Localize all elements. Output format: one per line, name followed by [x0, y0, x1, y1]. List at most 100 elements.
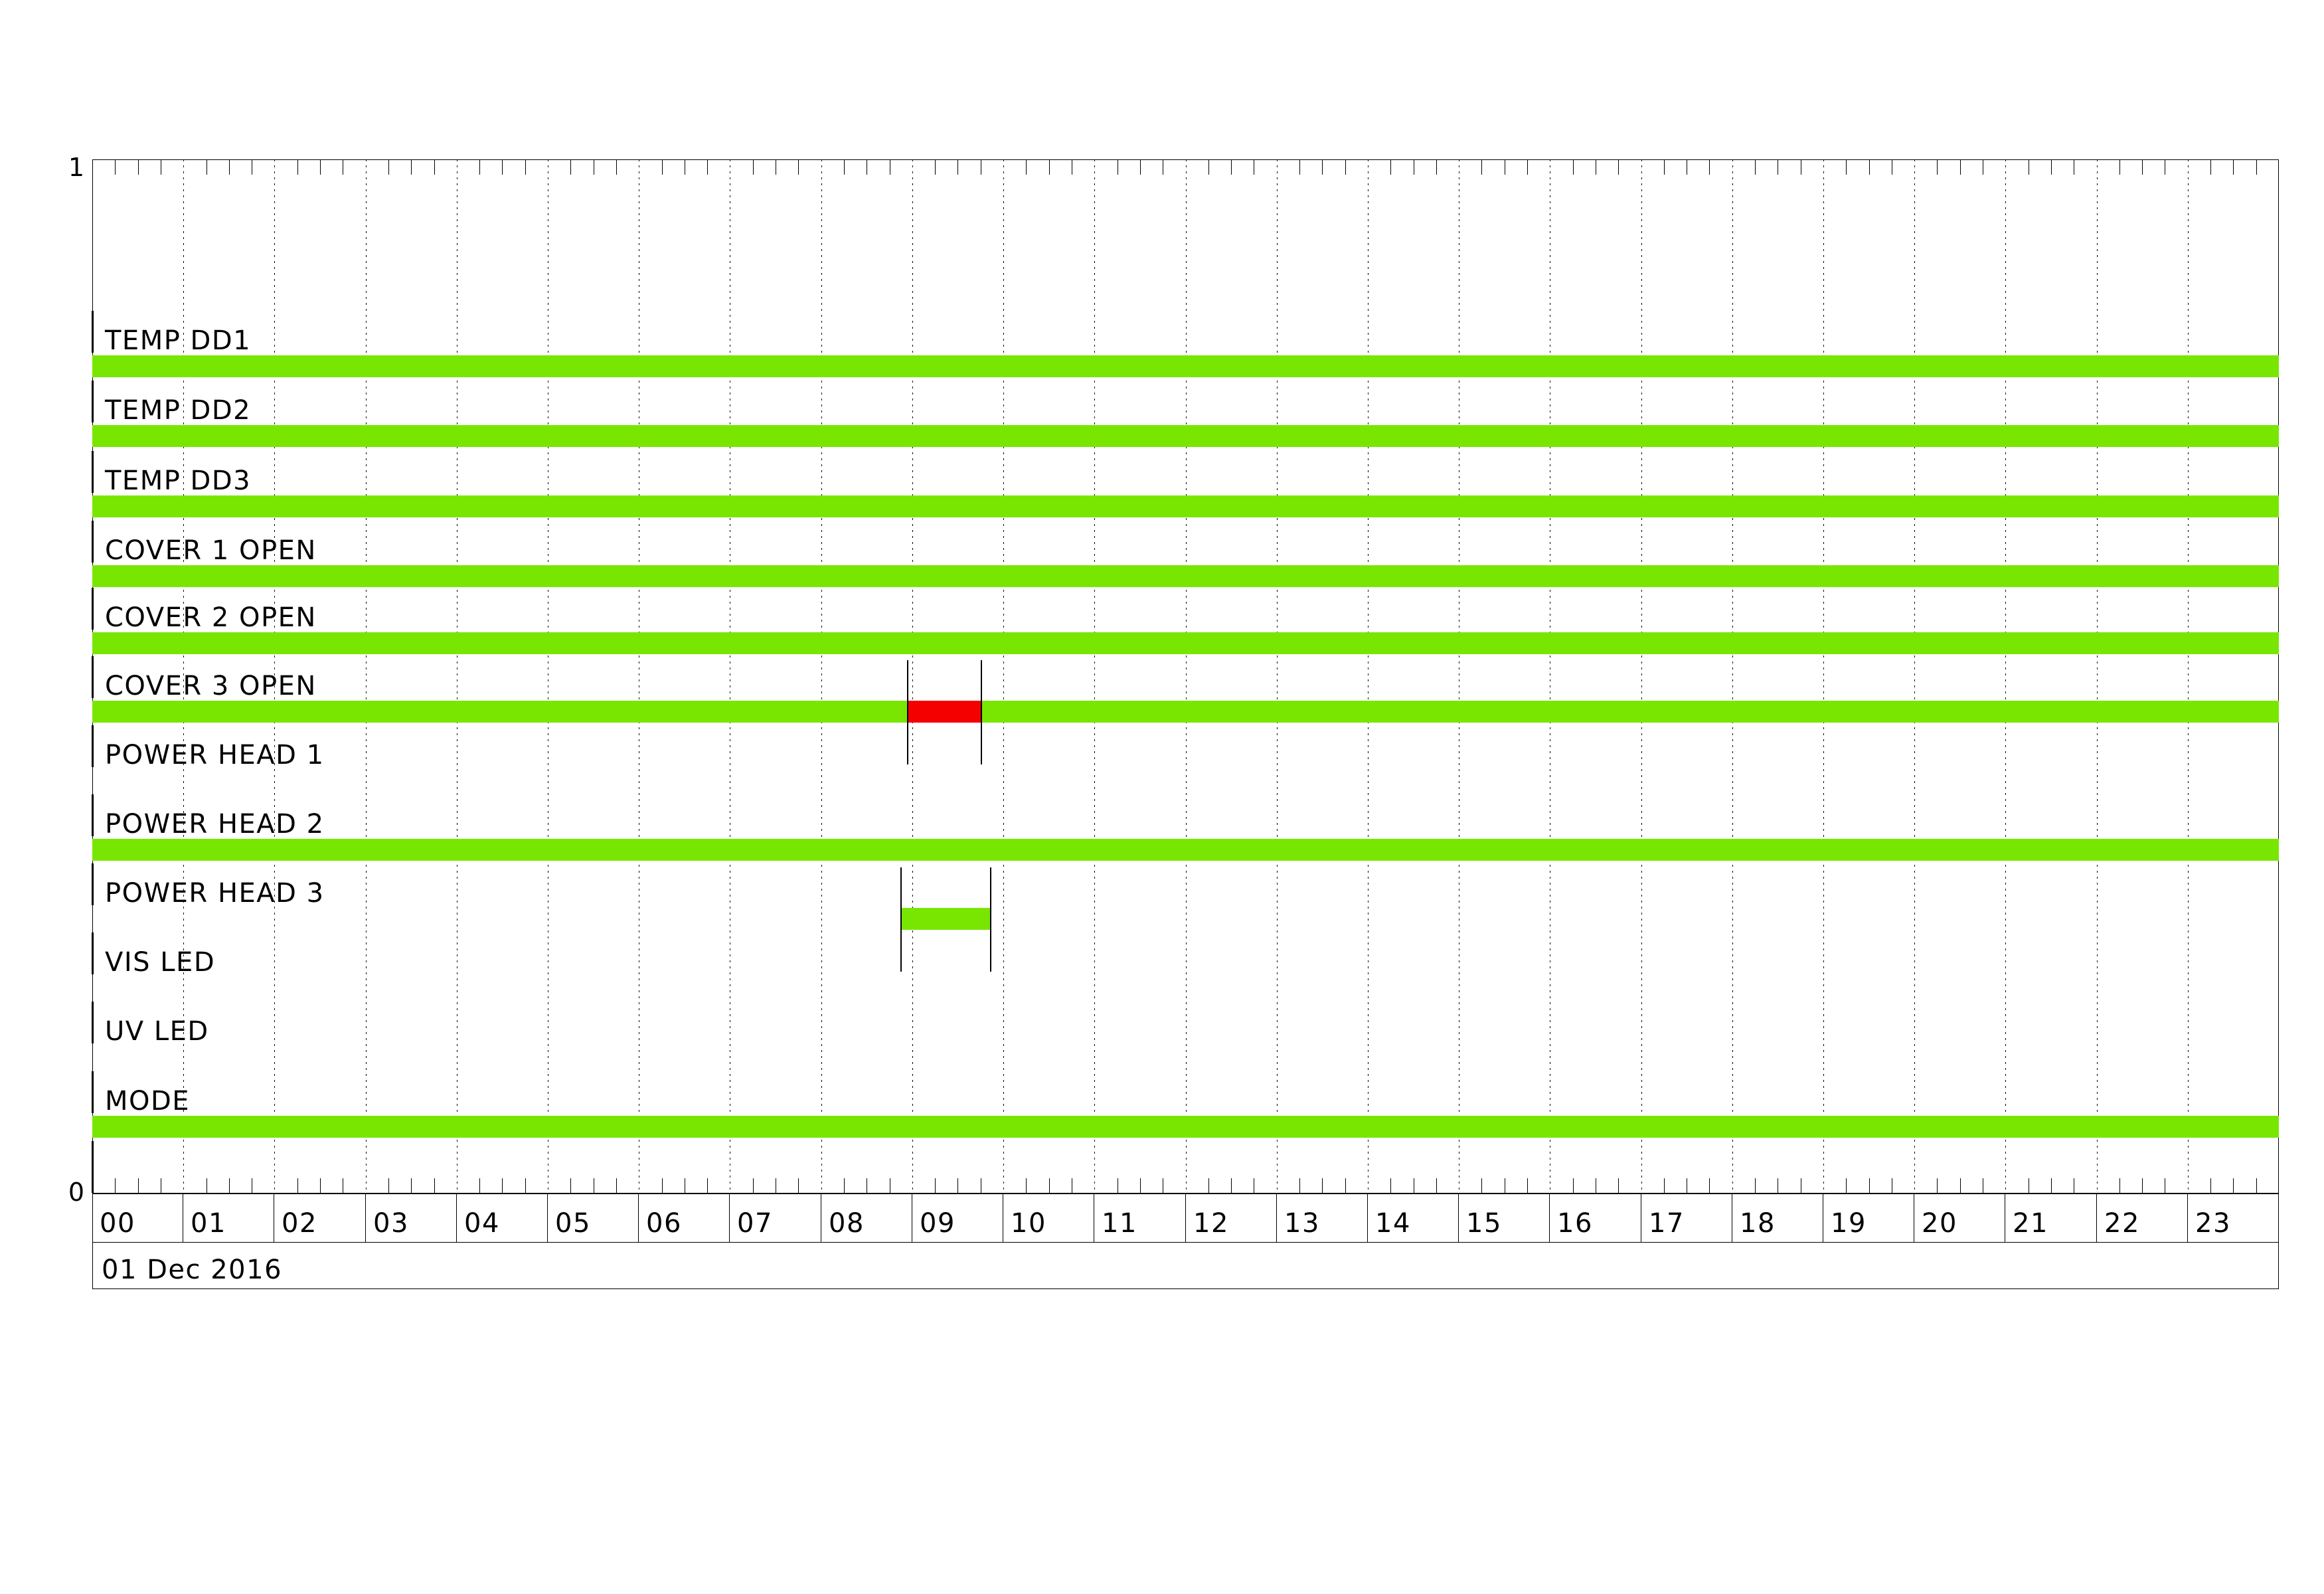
quarter-hour-tick-bottom: [1345, 1178, 1346, 1193]
hour-axis-strip: 00 01 02 03 04 05 06 07 08 09 10 11 12 13 14 15 16 17 18 19…: [92, 1194, 2279, 1243]
quarter-hour-tick-bottom: [2119, 1178, 2120, 1193]
quarter-hour-tick-top: [229, 160, 230, 175]
hour-label: 02: [282, 1208, 317, 1239]
hour-cell-separator: [2096, 1194, 2097, 1243]
status-bar-segment: [92, 425, 2279, 447]
status-bar-segment: [908, 701, 982, 723]
event-marker-line: [989, 867, 991, 972]
quarter-hour-tick-bottom: [411, 1178, 412, 1193]
quarter-hour-tick-top: [616, 160, 617, 175]
row-label: COVER 2 OPEN: [105, 602, 317, 633]
hour-gridline: [2188, 159, 2189, 1194]
quarter-hour-tick-bottom: [297, 1178, 298, 1193]
hour-gridline: [912, 159, 913, 1194]
hour-label: 12: [1193, 1208, 1229, 1239]
status-bar-segment: [901, 908, 991, 930]
quarter-hour-tick-bottom: [525, 1178, 526, 1193]
hour-label: 18: [1740, 1208, 1776, 1239]
quarter-hour-tick-top: [2119, 160, 2120, 175]
hour-strip-bottom-line: [92, 1242, 2279, 1243]
hour-label: 13: [1284, 1208, 1320, 1239]
hour-gridline: [274, 159, 275, 1194]
plot-border-right: [2278, 159, 2279, 1194]
quarter-hour-tick-bottom: [1481, 1178, 1482, 1193]
quarter-hour-tick-top: [502, 160, 503, 175]
hour-gridline: [1186, 159, 1187, 1194]
hour-cell-separator: [92, 1194, 93, 1243]
hour-label: 14: [1375, 1208, 1411, 1239]
hour-cell-separator: [365, 1194, 366, 1243]
quarter-hour-tick-top: [1937, 160, 1938, 175]
row-axis-mark: [92, 656, 94, 698]
quarter-hour-tick-bottom: [616, 1178, 617, 1193]
quarter-hour-tick-top: [844, 160, 845, 175]
quarter-hour-tick-bottom: [1846, 1178, 1847, 1193]
quarter-hour-tick-top: [1231, 160, 1232, 175]
y-axis-bottom-label: 0: [68, 1178, 84, 1207]
hour-cell-separator: [1549, 1194, 1550, 1243]
quarter-hour-tick-top: [935, 160, 936, 175]
row-axis-mark: [92, 381, 94, 422]
quarter-hour-tick-top: [1436, 160, 1437, 175]
plot-border-top: [92, 159, 2279, 160]
hour-label: 04: [464, 1208, 500, 1239]
quarter-hour-tick-top: [297, 160, 298, 175]
event-marker-line: [981, 660, 983, 764]
row-axis-mark: [92, 1071, 94, 1113]
hour-label: 15: [1466, 1208, 1502, 1239]
hour-label: 03: [373, 1208, 409, 1239]
quarter-hour-tick-bottom: [1664, 1178, 1665, 1193]
row-label: POWER HEAD 1: [105, 740, 325, 770]
quarter-hour-tick-top: [2233, 160, 2234, 175]
row-label: COVER 1 OPEN: [105, 535, 317, 566]
quarter-hour-tick-bottom: [662, 1178, 663, 1193]
quarter-hour-tick-top: [662, 160, 663, 175]
quarter-hour-tick-top: [2210, 160, 2211, 175]
quarter-hour-tick-bottom: [753, 1178, 754, 1193]
hour-cell-separator: [1276, 1194, 1277, 1243]
quarter-hour-tick-top: [1026, 160, 1027, 175]
hour-gridline: [1094, 159, 1095, 1194]
row-label: VIS LED: [105, 947, 216, 978]
row-axis-mark: [92, 521, 94, 563]
hour-cell-separator: [1458, 1194, 1459, 1243]
hour-gridline: [2097, 159, 2098, 1194]
time-axis-line: [92, 1193, 2279, 1194]
quarter-hour-tick-top: [434, 160, 435, 175]
status-bar-segment: [92, 839, 2279, 861]
row-label: COVER 3 OPEN: [105, 671, 317, 701]
quarter-hour-tick-bottom: [707, 1178, 708, 1193]
hour-label: 10: [1011, 1208, 1046, 1239]
hour-label: 00: [100, 1208, 135, 1239]
row-axis-mark: [92, 588, 94, 630]
hour-label: 21: [2013, 1208, 2048, 1239]
row-label: POWER HEAD 2: [105, 809, 325, 840]
quarter-hour-tick-top: [525, 160, 526, 175]
hour-cell-separator: [456, 1194, 457, 1243]
status-bar-segment: [92, 632, 2279, 654]
row-label: TEMP DD1: [105, 325, 252, 356]
hour-cell-separator: [2278, 1194, 2279, 1243]
quarter-hour-tick-top: [753, 160, 754, 175]
hour-label: 17: [1649, 1208, 1685, 1239]
date-label: 01 Dec 2016: [102, 1255, 283, 1285]
quarter-hour-tick-bottom: [1026, 1178, 1027, 1193]
hour-label: 08: [829, 1208, 865, 1239]
hour-gridline: [821, 159, 822, 1194]
hour-gridline: [1277, 159, 1278, 1194]
quarter-hour-tick-bottom: [1869, 1178, 1870, 1193]
quarter-hour-tick-bottom: [570, 1178, 571, 1193]
quarter-hour-tick-top: [115, 160, 116, 175]
quarter-hour-tick-top: [1208, 160, 1209, 175]
quarter-hour-tick-bottom: [388, 1178, 389, 1193]
quarter-hour-tick-top: [798, 160, 799, 175]
hour-label: 07: [737, 1208, 773, 1239]
hour-cell-separator: [729, 1194, 730, 1243]
hour-cell-separator: [1185, 1194, 1186, 1243]
quarter-hour-tick-top: [570, 160, 571, 175]
quarter-hour-tick-top: [1664, 160, 1665, 175]
hour-label: 20: [1922, 1208, 1957, 1239]
quarter-hour-tick-top: [1481, 160, 1482, 175]
quarter-hour-tick-bottom: [115, 1178, 116, 1193]
hour-gridline: [1641, 159, 1642, 1194]
